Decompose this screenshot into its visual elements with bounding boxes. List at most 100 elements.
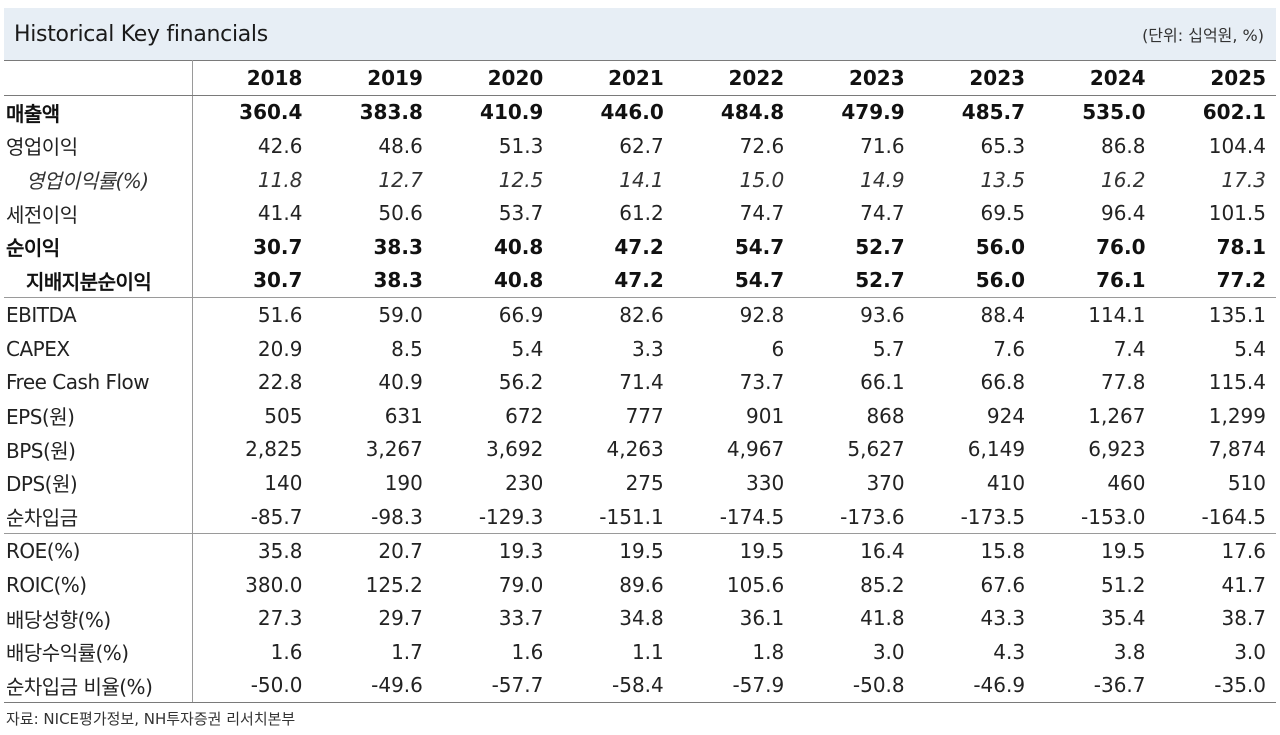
- value-cell: 3.0: [872, 639, 905, 664]
- table-row: EBITDA 51.6 59.0 66.9 82.6 92.8 93.6 88.4 114.1 1…: [4, 297, 1276, 332]
- value-cell: 56.0: [975, 268, 1026, 293]
- value-cell: -173.5: [960, 504, 1026, 529]
- value-cell: 73.7: [739, 370, 785, 395]
- value-cell: 38.3: [373, 268, 423, 293]
- value-cell: 35.4: [1100, 606, 1146, 631]
- value-cell: 11.8: [257, 167, 303, 192]
- value-cell: 93.6: [794, 297, 915, 332]
- value-cell: 41.4: [257, 201, 303, 226]
- value-cell: -50.0: [192, 668, 313, 704]
- value-cell: 4,967: [726, 437, 785, 462]
- value-cell: 135.1: [1155, 297, 1276, 332]
- table-row: BPS(원) 2,825 3,267 3,692 4,263 4,967 5,627 6,14…: [4, 432, 1276, 467]
- row-label: 영업이익률(%): [4, 162, 193, 197]
- value-cell: 41.8: [860, 606, 905, 631]
- value-cell: 7.6: [993, 336, 1026, 361]
- value-cell: 20.7: [312, 533, 433, 568]
- value-cell: 125.2: [365, 572, 423, 597]
- value-cell: 1.7: [391, 639, 423, 664]
- value-cell: 4,263: [606, 437, 664, 462]
- row-label: 매출액: [4, 95, 193, 130]
- value-cell: 410.9: [480, 100, 544, 125]
- table-head: 2018 2019 2020 2021 2022 2023 2023 2024 2025: [4, 60, 1276, 96]
- value-cell: 69.5: [980, 201, 1026, 226]
- value-cell: 36.1: [739, 606, 785, 631]
- value-cell: -85.7: [250, 504, 303, 529]
- value-cell: 54.7: [734, 268, 785, 293]
- value-cell: 53.7: [498, 201, 544, 226]
- value-cell: 92.8: [673, 297, 795, 332]
- table-row: 영업이익률(%) 11.8 12.7 12.5 14.1 15.0 14.9 13.5 16.2…: [4, 162, 1276, 197]
- value-cell: 8.5: [391, 336, 423, 361]
- value-cell: 33.7: [498, 606, 544, 631]
- value-cell: 3,692: [486, 437, 544, 462]
- header-corner-cell: [4, 60, 193, 96]
- table-row: 순차입금 -85.7 -98.3 -129.3 -151.1 -174.5 -173.6 -1…: [4, 499, 1276, 534]
- value-cell: 72.6: [739, 133, 785, 158]
- value-cell: 89.6: [619, 572, 664, 597]
- value-cell: 505: [264, 403, 303, 428]
- value-cell: -164.5: [1201, 504, 1266, 529]
- value-cell: 15.8: [914, 533, 1036, 568]
- value-cell: -129.3: [478, 504, 544, 529]
- value-cell: 67.6: [980, 572, 1026, 597]
- value-cell: 14.1: [619, 167, 664, 192]
- value-cell: 48.6: [378, 133, 423, 158]
- year-header-cell: 2020: [432, 60, 554, 96]
- row-label: 배당수익률(%): [4, 635, 193, 669]
- value-cell: 34.8: [619, 606, 664, 631]
- value-cell: 3.3: [631, 336, 664, 361]
- value-cell: 86.8: [1100, 133, 1146, 158]
- table-row: 순차입금 비율(%) -50.0 -49.6 -57.7 -58.4 -57.9 -50.8…: [4, 668, 1276, 704]
- value-cell: 40.8: [493, 268, 544, 293]
- value-cell: 76.0: [1096, 234, 1146, 259]
- value-cell: 38.3: [373, 234, 423, 259]
- value-cell: 6: [771, 336, 785, 361]
- value-cell: 66.8: [980, 370, 1026, 395]
- value-cell: 30.7: [253, 268, 303, 293]
- value-cell: 4.3: [993, 639, 1026, 664]
- value-cell: 47.2: [614, 234, 664, 259]
- value-cell: 79.0: [498, 572, 544, 597]
- value-cell: 1.8: [752, 639, 785, 664]
- value-cell: 672: [505, 403, 544, 428]
- value-cell: -174.5: [719, 504, 785, 529]
- table-row: ROE(%) 35.8 20.7 19.3 19.5 19.5 16.4 15.8 19.5 17…: [4, 533, 1276, 568]
- value-cell: 924: [986, 403, 1026, 428]
- value-cell: 6,149: [967, 437, 1026, 462]
- value-cell: 1,267: [1088, 403, 1146, 428]
- value-cell: 115.4: [1208, 370, 1266, 395]
- value-cell: 370: [866, 470, 905, 495]
- value-cell: -46.9: [914, 668, 1036, 704]
- row-label: 배당성향(%): [4, 601, 193, 636]
- value-cell: 41.7: [1221, 572, 1266, 597]
- year-header-cell: 2018: [192, 60, 313, 96]
- value-cell: 88.4: [914, 297, 1036, 332]
- table-row: DPS(원) 140 190 230 275 330 370 410 460 510: [4, 466, 1276, 500]
- table-row: 지배지분순이익 30.7 38.3 40.8 47.2 54.7 52.7 56.0 76.1 7…: [4, 263, 1276, 298]
- row-label: 순차입금 비율(%): [4, 668, 193, 704]
- year-header-cell: 2025: [1155, 60, 1276, 96]
- value-cell: 56.2: [498, 370, 544, 395]
- value-cell: 65.3: [980, 133, 1026, 158]
- row-label: ROIC(%): [4, 567, 193, 602]
- value-cell: 1,299: [1208, 403, 1266, 428]
- value-cell: 30.7: [253, 234, 303, 259]
- value-cell: 460: [1107, 470, 1146, 495]
- table-row: 배당수익률(%) 1.6 1.7 1.6 1.1 1.8 3.0 4.3 3.8 3.0: [4, 635, 1276, 669]
- table-header-bar: Historical Key financials (단위: 십억원, %): [4, 8, 1276, 60]
- unit-note: (단위: 십억원, %): [1142, 26, 1264, 45]
- value-cell: 17.3: [1221, 167, 1266, 192]
- value-cell: 12.5: [498, 167, 544, 192]
- value-cell: 51.3: [498, 133, 544, 158]
- value-cell: 485.7: [961, 100, 1026, 125]
- value-cell: 52.7: [855, 234, 905, 259]
- value-cell: -36.7: [1035, 668, 1156, 704]
- source-note: 자료: NICE평가정보, NH투자증권 리서치본부: [6, 710, 296, 728]
- value-cell: 631: [384, 403, 423, 428]
- value-cell: 275: [625, 470, 664, 495]
- value-cell: -57.9: [673, 668, 795, 704]
- table-row: ROIC(%) 380.0 125.2 79.0 89.6 105.6 85.2 67.6 51…: [4, 567, 1276, 602]
- value-cell: -49.6: [312, 668, 433, 704]
- value-cell: 77.8: [1100, 370, 1146, 395]
